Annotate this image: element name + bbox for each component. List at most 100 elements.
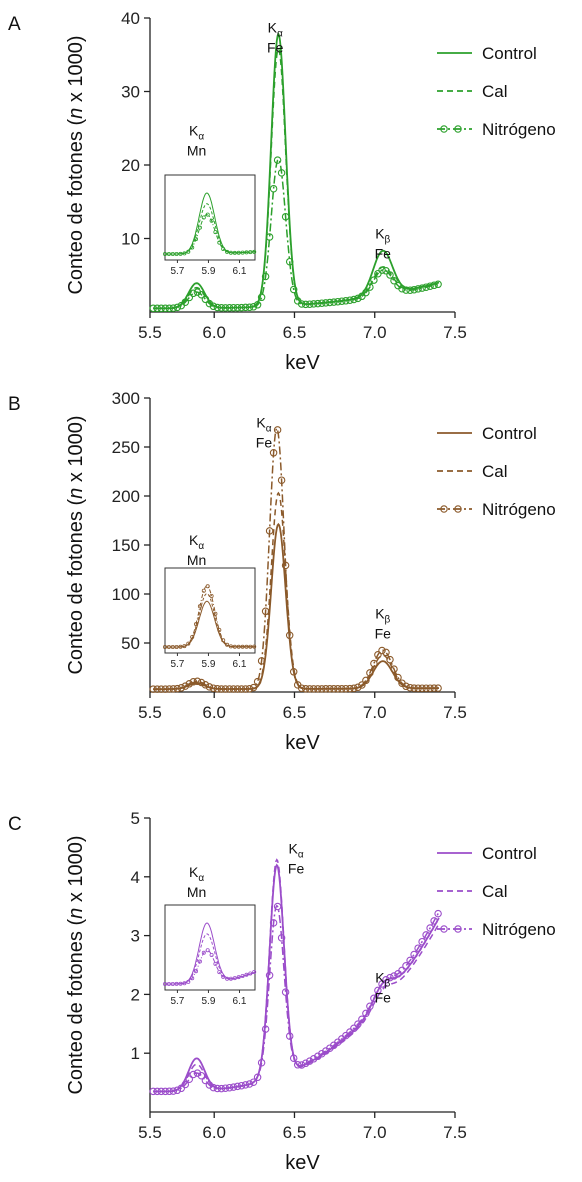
data-point-marker bbox=[209, 302, 218, 311]
inset-data-point bbox=[213, 961, 218, 966]
x-tick-label: 7.5 bbox=[443, 323, 467, 342]
line-label-main: K bbox=[256, 414, 266, 430]
data-point-marker bbox=[374, 986, 382, 995]
x-tick-label: 6.0 bbox=[202, 1123, 226, 1142]
inset-data-point bbox=[201, 950, 206, 955]
data-point-marker bbox=[277, 934, 286, 942]
line-label-main: K bbox=[189, 123, 199, 139]
data-point-marker bbox=[430, 684, 438, 692]
data-point-marker bbox=[197, 678, 206, 687]
data-point-marker bbox=[173, 1086, 182, 1095]
x-tick-label: 6.5 bbox=[283, 1123, 307, 1142]
data-point-marker bbox=[406, 956, 414, 965]
data-point-marker bbox=[177, 684, 186, 692]
inset-data-point bbox=[252, 970, 257, 975]
panel-label: C bbox=[8, 814, 22, 835]
y-tick-label: 5 bbox=[131, 809, 140, 828]
data-point-marker bbox=[185, 1075, 194, 1083]
inset-data-point bbox=[232, 250, 237, 255]
chart-panel-a: A 10 20 30 40 5.5 6.0 6.5 7.0 7.5 keV Conteo de fot… bbox=[8, 9, 556, 374]
y-tick-label: 200 bbox=[112, 487, 140, 506]
line-label-main: K bbox=[189, 864, 199, 880]
legend-label: Nitrógeno bbox=[482, 120, 556, 139]
data-point-marker bbox=[285, 1032, 294, 1040]
data-point-marker bbox=[213, 1084, 222, 1093]
y-axis-label: Conteo de fotones (n x 1000) bbox=[65, 835, 87, 1094]
inset-data-point bbox=[205, 584, 210, 589]
inset-data-point bbox=[190, 635, 195, 640]
data-point-marker bbox=[410, 684, 418, 692]
data-point-marker bbox=[358, 292, 366, 301]
data-point-marker bbox=[366, 1002, 374, 1011]
y-tick-label: 50 bbox=[121, 634, 140, 653]
data-point-marker bbox=[398, 284, 406, 293]
data-point-marker bbox=[189, 1070, 198, 1079]
data-point-marker bbox=[354, 1020, 362, 1028]
inset-data-point bbox=[240, 974, 245, 979]
data-point-marker bbox=[281, 212, 290, 221]
data-point-marker bbox=[305, 1057, 314, 1065]
data-point-marker bbox=[157, 685, 165, 693]
data-point-marker bbox=[430, 917, 438, 925]
inset-data-point bbox=[186, 979, 191, 984]
data-point-marker bbox=[149, 304, 157, 313]
inset-data-point bbox=[197, 604, 202, 609]
series-control bbox=[153, 32, 440, 310]
data-point-marker bbox=[394, 673, 402, 682]
inset-data-point bbox=[228, 976, 233, 981]
data-point-marker bbox=[237, 685, 246, 693]
y-axis-label-part: n bbox=[65, 488, 87, 499]
data-point-marker bbox=[370, 276, 378, 284]
line-label-sub: α bbox=[198, 132, 204, 143]
element-label: Fe bbox=[288, 860, 305, 876]
data-point-marker bbox=[297, 1061, 306, 1069]
data-point-marker bbox=[309, 300, 318, 308]
x-axis-label: keV bbox=[285, 732, 320, 754]
data-point-marker bbox=[426, 282, 434, 290]
data-point-marker bbox=[285, 631, 294, 640]
line-label: Kα bbox=[189, 532, 204, 552]
data-point-marker bbox=[169, 685, 178, 693]
data-point-marker bbox=[414, 285, 422, 293]
inset-plot: 5.7 5.9 6.1 bbox=[162, 174, 257, 277]
data-point-marker bbox=[169, 304, 178, 312]
inset-data-point bbox=[186, 641, 191, 646]
data-point-marker bbox=[265, 527, 274, 535]
inset-data-point bbox=[166, 251, 171, 256]
inset-data-point bbox=[205, 948, 210, 953]
legend-label: Nitrógeno bbox=[482, 500, 556, 519]
inset-data-point bbox=[182, 644, 187, 649]
inset-tick-label: 6.1 bbox=[233, 266, 247, 277]
data-point-marker bbox=[237, 1081, 246, 1090]
element-label: Fe bbox=[256, 434, 273, 450]
x-tick-label: 7.0 bbox=[363, 703, 387, 722]
data-point-marker bbox=[338, 297, 346, 305]
data-point-marker bbox=[149, 685, 157, 693]
inset-data-point bbox=[197, 959, 202, 964]
series-nitrgeno bbox=[149, 426, 442, 693]
data-point-marker bbox=[185, 293, 194, 302]
data-point-marker bbox=[241, 1081, 250, 1089]
data-point-marker bbox=[418, 284, 426, 292]
element-label: Fe bbox=[375, 246, 392, 262]
inset-data-point bbox=[201, 215, 206, 220]
x-tick-label: 6.5 bbox=[283, 703, 307, 722]
data-point-marker bbox=[217, 304, 226, 312]
data-point-marker bbox=[362, 676, 370, 685]
data-point-marker bbox=[330, 298, 338, 306]
inset-data-point bbox=[190, 245, 195, 250]
data-point-marker bbox=[157, 304, 165, 313]
inset-data-point bbox=[190, 976, 195, 981]
data-point-marker bbox=[386, 271, 394, 279]
y-tick-label: 3 bbox=[131, 927, 140, 946]
data-point-marker bbox=[378, 266, 386, 274]
data-point-marker bbox=[225, 304, 234, 312]
data-point-marker bbox=[269, 184, 278, 193]
data-point-marker bbox=[370, 659, 378, 668]
y-axis-label-part: x 1000) bbox=[65, 35, 87, 107]
data-point-marker bbox=[406, 683, 414, 692]
y-axis-label: Conteo de fotones (n x 1000) bbox=[65, 35, 87, 294]
data-point-marker bbox=[253, 677, 262, 686]
